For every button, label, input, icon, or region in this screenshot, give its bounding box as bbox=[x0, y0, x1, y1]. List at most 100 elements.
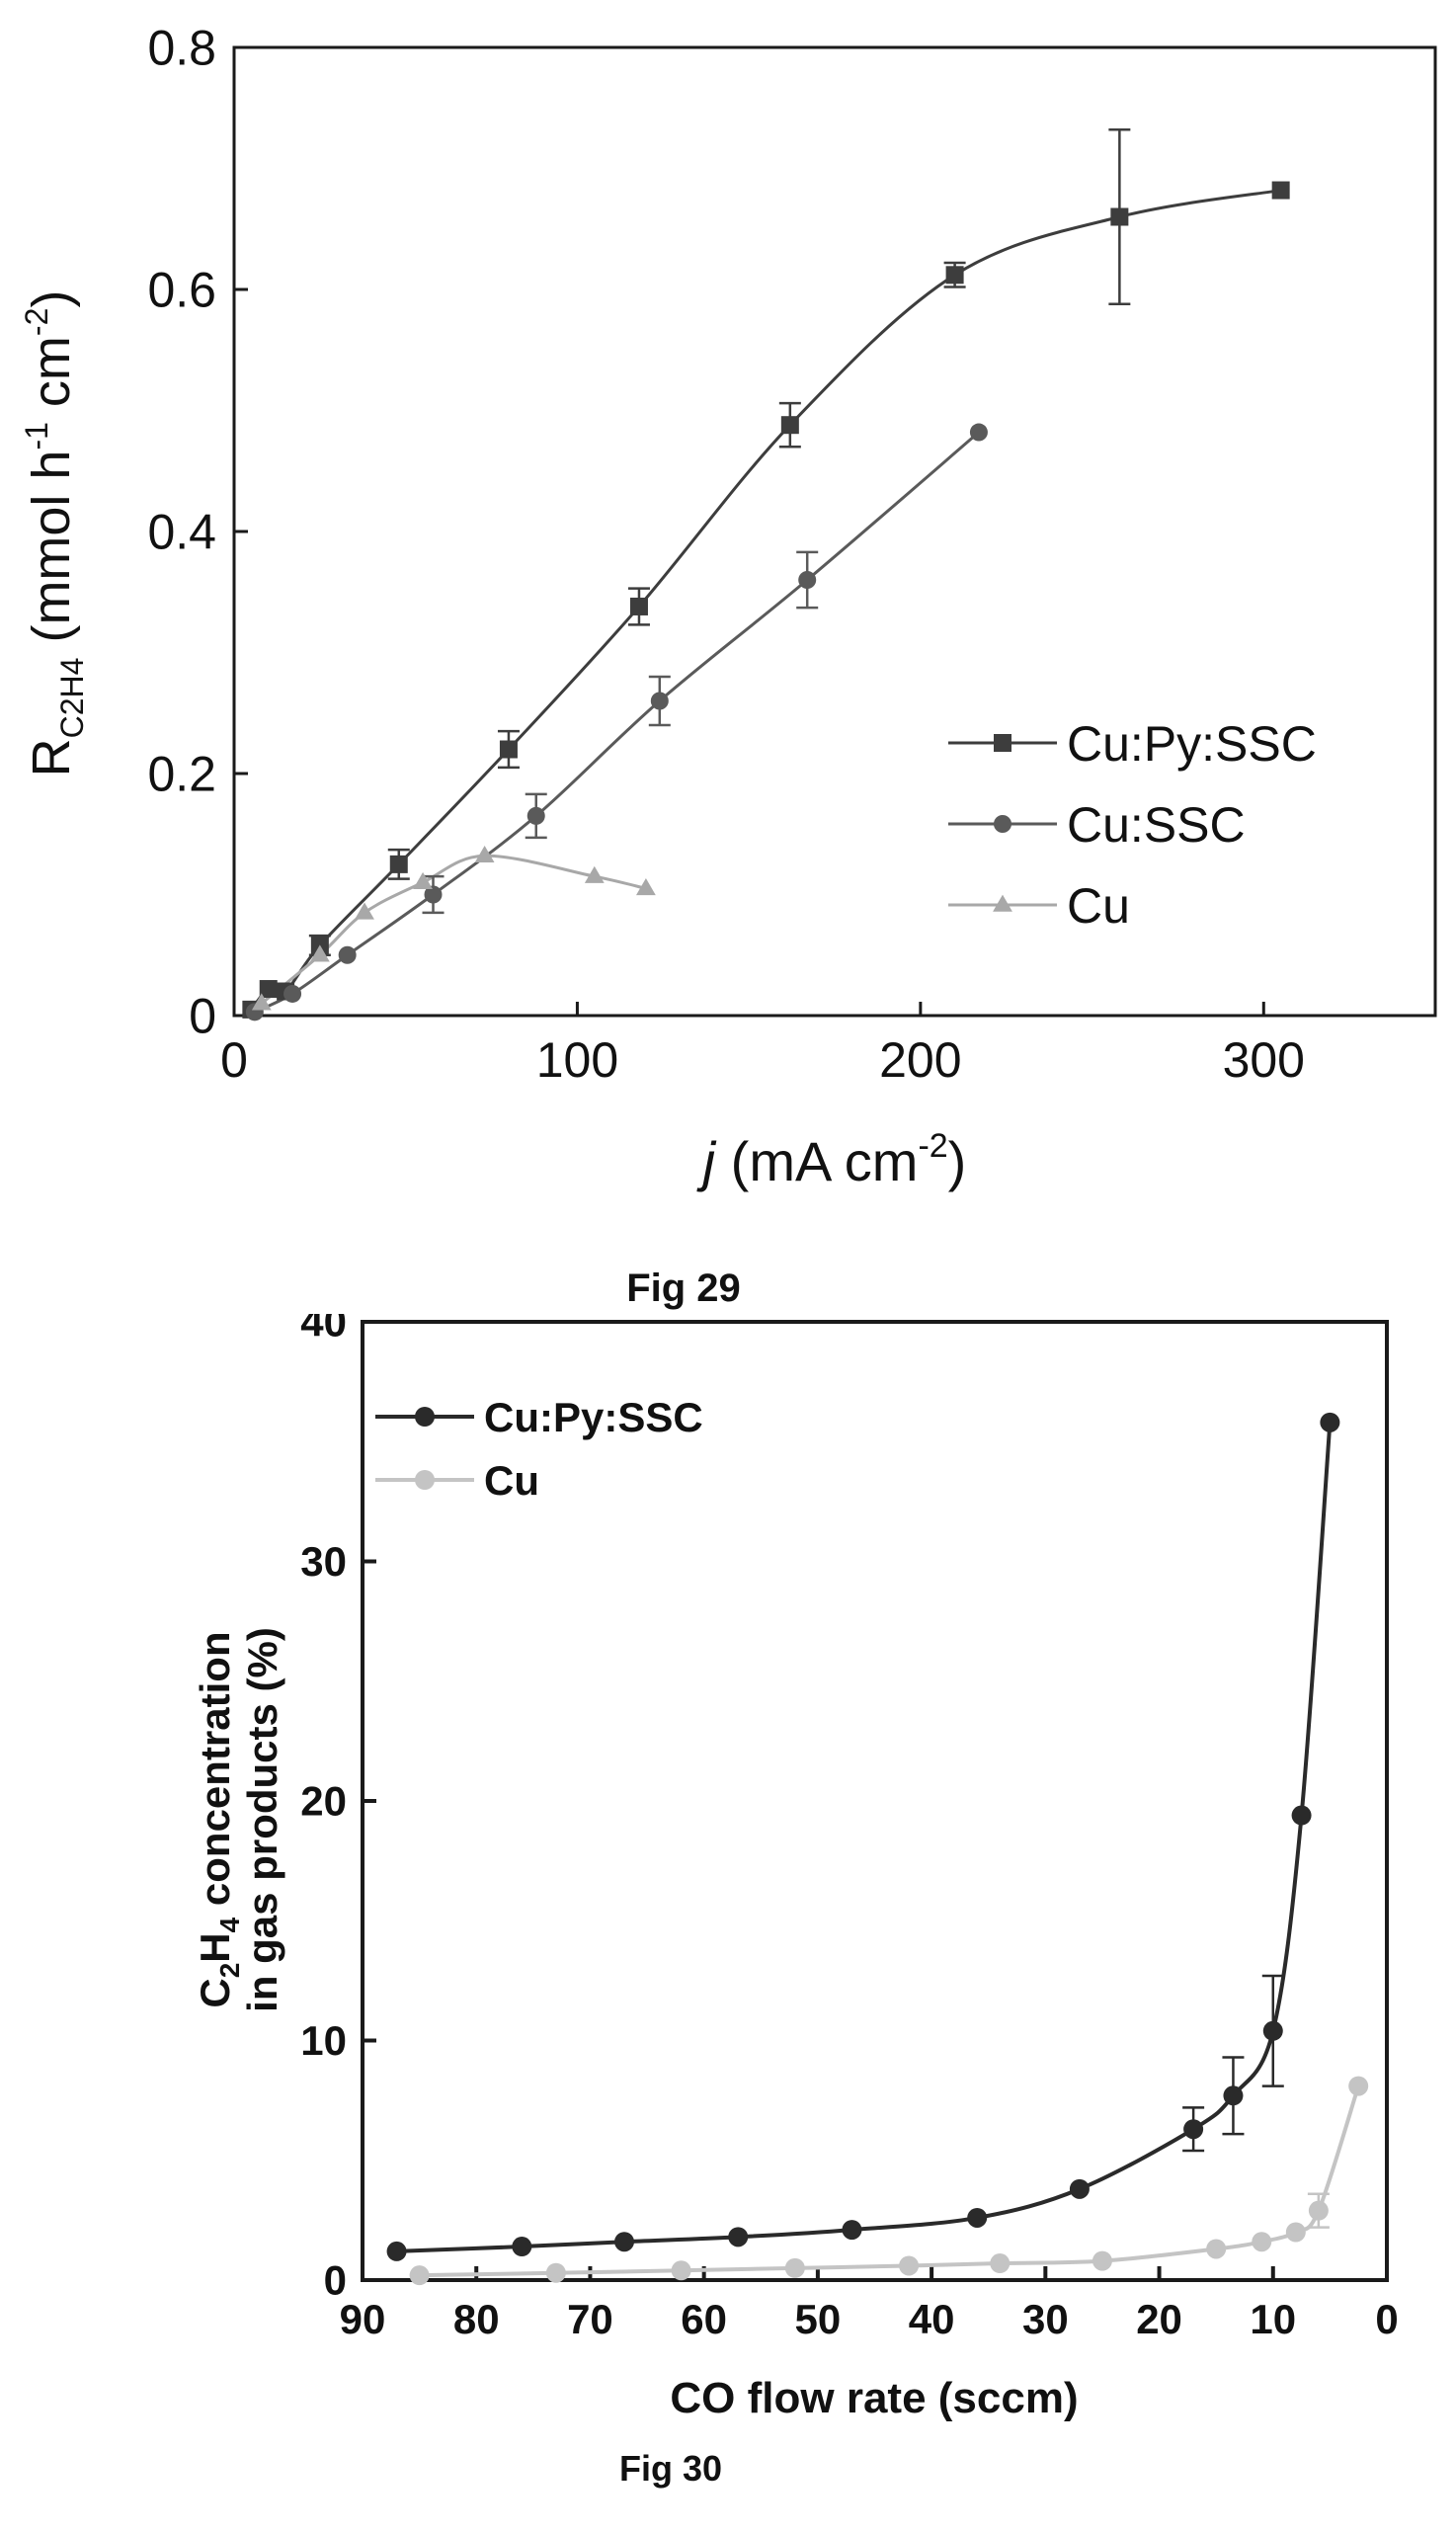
fig29-x-tick-label: 300 bbox=[1223, 1032, 1305, 1088]
fig30-y-label-rest: concentration bbox=[192, 1631, 238, 1917]
fig29-y-label-mid2: cm bbox=[22, 336, 81, 422]
fig29-point-cu-py-ssc bbox=[629, 597, 648, 615]
fig29-x-label-end: ) bbox=[948, 1130, 967, 1192]
fig29-point-cu bbox=[413, 871, 433, 889]
fig29-point-cu-py-ssc bbox=[1271, 181, 1290, 200]
fig29-point-cu-py-ssc bbox=[945, 266, 964, 285]
fig30-legend-marker-cu-py-ssc bbox=[415, 1407, 435, 1427]
fig30-point-cu-py-ssc bbox=[1320, 1412, 1340, 1432]
fig29-point-cu-py-ssc bbox=[389, 855, 408, 873]
fig30-point-cu bbox=[784, 2257, 805, 2278]
fig30-legend-label-cu-py-ssc: Cu:Py:SSC bbox=[484, 1394, 703, 1440]
fig29-series-line-cu-ssc bbox=[254, 431, 980, 1014]
fig29-y-tick-label: 0 bbox=[189, 989, 216, 1044]
fig30-x-tick-label: 80 bbox=[453, 2296, 500, 2342]
fig29-point-cu bbox=[636, 878, 656, 896]
fig30-point-cu-py-ssc bbox=[1223, 2085, 1244, 2106]
fig30-point-cu-py-ssc bbox=[1183, 2119, 1204, 2140]
fig30-x-tick-label: 90 bbox=[340, 2296, 386, 2342]
fig30-y-tick-label: 0 bbox=[324, 2257, 347, 2304]
fig30-point-cu bbox=[1252, 2232, 1272, 2252]
fig29-point-cu bbox=[251, 993, 272, 1011]
fig29-point-cu bbox=[309, 944, 330, 962]
fig29-point-cu-py-ssc bbox=[259, 980, 278, 999]
fig30-ticks: 90 80 70 60 50 40 30 20 10 0 0 10 20 30 40 bbox=[300, 1314, 1398, 2342]
fig29-point-cu-ssc bbox=[798, 571, 817, 589]
fig29-y-label-sup1: -1 bbox=[19, 422, 54, 449]
fig29-point-cu-py-ssc bbox=[780, 416, 799, 435]
fig29-y-label-sup2: -2 bbox=[19, 308, 54, 336]
fig30-point-cu-py-ssc bbox=[728, 2227, 749, 2247]
fig30-x-tick-label: 50 bbox=[795, 2296, 842, 2342]
fig30-point-cu bbox=[671, 2260, 691, 2281]
fig29-point-cu-py-ssc bbox=[499, 740, 518, 759]
fig29-x-label-rest: (mA cm bbox=[715, 1130, 918, 1192]
fig29-point-cu bbox=[584, 865, 605, 883]
fig29-ticks: 0 100 200 300 0 0.2 0.4 0.6 0.8 bbox=[147, 21, 1305, 1089]
fig30-y-label-sub2: 4 bbox=[214, 1917, 245, 1932]
fig29-y-tick-label: 0.6 bbox=[147, 263, 216, 318]
fig30-point-cu bbox=[1206, 2239, 1227, 2259]
fig29-point-cu-ssc bbox=[969, 423, 988, 442]
fig29-y-label-mid: (mmol h bbox=[22, 450, 81, 658]
fig30-y-label-h: H bbox=[192, 1932, 238, 1962]
fig30-x-tick-label: 10 bbox=[1250, 2296, 1296, 2342]
fig30-legend: Cu:Py:SSC Cu bbox=[375, 1394, 703, 1504]
fig30-caption: Fig 30 bbox=[618, 2448, 723, 2489]
fig29-legend-marker-cu bbox=[993, 894, 1012, 912]
fig29-marks bbox=[242, 128, 1290, 1021]
fig30-point-cu bbox=[1308, 2200, 1329, 2221]
fig30-point-cu-py-ssc bbox=[1262, 2020, 1283, 2041]
fig30-y-axis-label-line1: C2H4 concentration bbox=[192, 1631, 245, 2007]
fig29-y-label-end: ) bbox=[22, 290, 81, 308]
fig30-x-tick-label: 20 bbox=[1136, 2296, 1182, 2342]
fig30-point-cu bbox=[409, 2265, 430, 2286]
fig29-legend-marker-cu-py-ssc bbox=[994, 734, 1011, 752]
fig30-y-tick-label: 40 bbox=[300, 1314, 347, 1346]
fig29-x-tick-label: 100 bbox=[536, 1032, 618, 1088]
fig29-point-cu-py-ssc bbox=[1110, 207, 1129, 226]
fig29-x-label-sup: -2 bbox=[918, 1127, 947, 1165]
fig30-x-axis-label: CO flow rate (sccm) bbox=[670, 2374, 1078, 2422]
fig29-x-label-italic: j bbox=[696, 1130, 717, 1192]
fig30-point-cu-py-ssc bbox=[1069, 2178, 1090, 2199]
fig29-legend-label-cu-py-ssc: Cu:Py:SSC bbox=[1067, 716, 1317, 772]
fig30-y-tick-label: 30 bbox=[300, 1538, 347, 1585]
fig30-x-tick-label: 40 bbox=[909, 2296, 955, 2342]
fig30-y-axis-label-line2: in gas products (%) bbox=[239, 1627, 285, 2012]
fig30-y-label-c: C bbox=[192, 1978, 238, 2007]
fig30-point-cu bbox=[1092, 2250, 1112, 2271]
fig30-x-tick-label: 60 bbox=[681, 2296, 727, 2342]
fig30-curves bbox=[396, 1422, 1361, 2278]
fig29-legend-label-cu: Cu bbox=[1067, 878, 1130, 934]
fig29-y-tick-label: 0.2 bbox=[147, 747, 216, 802]
fig29-x-axis-label: j (mA cm-2) bbox=[696, 1127, 967, 1192]
fig29-point-cu-ssc bbox=[650, 692, 669, 710]
fig30-point-cu-py-ssc bbox=[512, 2237, 532, 2257]
fig29-x-tick-label: 200 bbox=[879, 1032, 961, 1088]
fig30-point-cu-py-ssc bbox=[386, 2241, 407, 2261]
fig30-point-cu bbox=[1285, 2222, 1306, 2243]
fig30-y-tick-label: 20 bbox=[300, 1778, 347, 1825]
fig29-y-tick-label: 0.4 bbox=[147, 505, 216, 560]
fig30-point-cu bbox=[545, 2262, 566, 2283]
fig29-point-cu-ssc bbox=[338, 945, 357, 964]
fig30-marks bbox=[386, 1412, 1369, 2286]
fig29-x-tick-label: 0 bbox=[220, 1032, 248, 1088]
fig30-x-tick-label: 70 bbox=[567, 2296, 613, 2342]
fig30-point-cu-py-ssc bbox=[1291, 1805, 1312, 1826]
fig30-point-cu-py-ssc bbox=[614, 2232, 635, 2252]
fig29-y-axis-label: RC2H4 (mmol h-1 cm-2) bbox=[19, 290, 90, 777]
fig29-point-cu bbox=[355, 902, 374, 920]
fig29-caption: Fig 29 bbox=[626, 1266, 741, 1310]
fig30-x-tick-label: 30 bbox=[1022, 2296, 1069, 2342]
fig30-point-cu bbox=[990, 2253, 1011, 2274]
fig29-legend-marker-cu-ssc bbox=[994, 815, 1011, 833]
fig29-series-line-cu-py-ssc bbox=[250, 189, 1281, 1011]
fig30-legend-label-cu: Cu bbox=[484, 1457, 539, 1504]
fig29-point-cu-ssc bbox=[283, 984, 302, 1003]
fig30-point-cu bbox=[1348, 2076, 1369, 2096]
fig30-point-cu bbox=[899, 2255, 920, 2276]
